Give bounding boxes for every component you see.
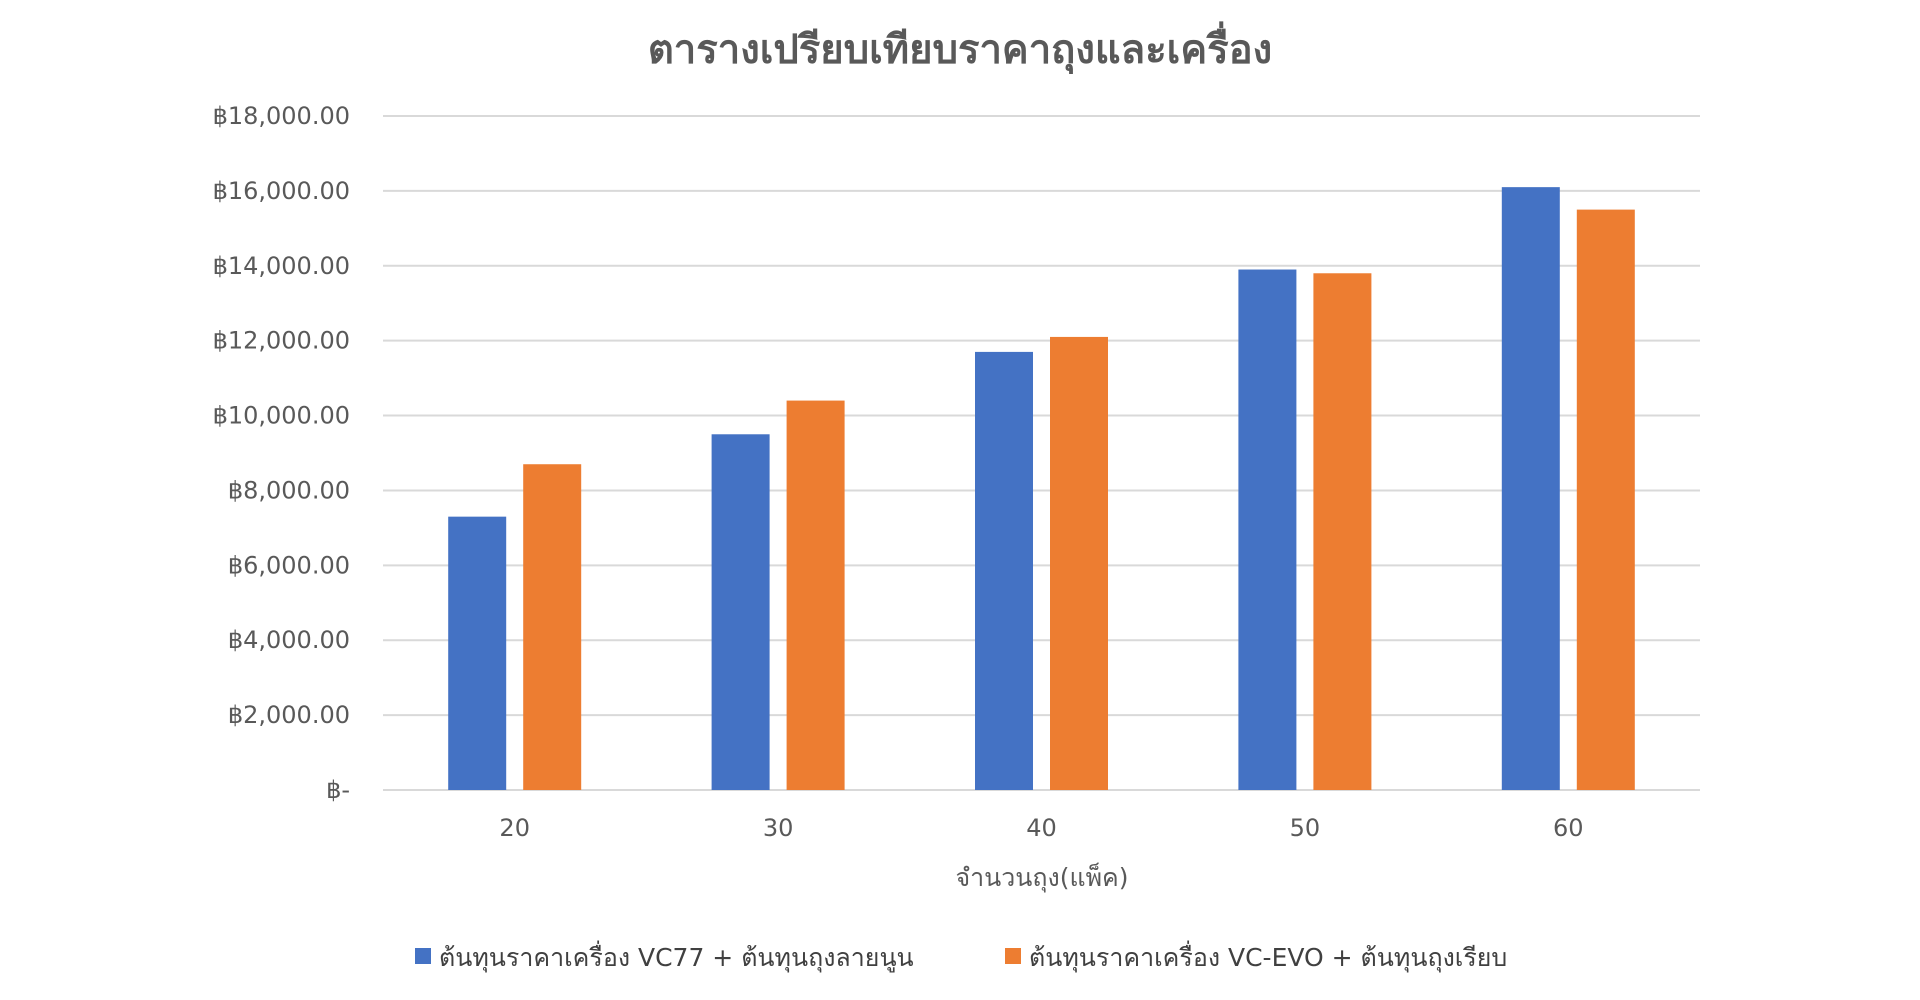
legend-swatch-1	[415, 948, 431, 964]
y-tick-label: ฿18,000.00	[213, 102, 350, 130]
y-tick-label: ฿10,000.00	[213, 402, 350, 430]
bar-series-2-60	[1576, 209, 1635, 791]
bar-series-1-30	[711, 434, 770, 790]
y-tick-label: ฿12,000.00	[213, 327, 350, 355]
legend-swatch-2	[1005, 948, 1021, 964]
bar-series-1-50	[1238, 269, 1297, 790]
bars	[448, 187, 1635, 791]
legend-label-2: ต้นทุนราคาเครื่อง VC-EVO + ต้นทุนถุงเรีย…	[1029, 940, 1507, 973]
bar-series-2-50	[1313, 273, 1372, 790]
x-axis-title: จำนวนถุง(แพ็ค)	[955, 862, 1128, 893]
y-tick-label: ฿2,000.00	[228, 701, 350, 729]
bar-series-2-40	[1050, 336, 1108, 790]
x-tick-label: 30	[763, 814, 794, 842]
bar-series-2-30	[786, 400, 845, 790]
y-tick-label: ฿16,000.00	[213, 177, 350, 205]
chart-title: ตารางเปรียบเทียบราคาถุงและเครื่อง	[648, 21, 1272, 75]
bar-series-2-20	[523, 464, 582, 790]
y-axis-tick-labels: ฿- ฿2,000.00 ฿4,000.00 ฿6,000.00 ฿8,000.00 ฿1…	[213, 102, 350, 804]
y-tick-label: ฿6,000.00	[228, 551, 350, 579]
bar-series-1-40	[975, 351, 1033, 790]
y-tick-label: ฿-	[326, 776, 350, 804]
x-tick-label: 40	[1026, 814, 1057, 842]
x-tick-label: 50	[1290, 814, 1321, 842]
bar-series-1-60	[1501, 187, 1560, 791]
x-tick-label: 20	[499, 814, 530, 842]
bar-series-1-20	[448, 516, 507, 790]
y-tick-label: ฿14,000.00	[213, 252, 350, 280]
legend: ต้นทุนราคาเครื่อง VC77 + ต้นทุนถุงลายนูน…	[415, 940, 1507, 973]
gridlines	[383, 115, 1700, 791]
y-tick-label: ฿4,000.00	[228, 626, 350, 654]
x-axis-tick-labels: 20 30 40 50 60	[499, 814, 1583, 842]
legend-label-1: ต้นทุนราคาเครื่อง VC77 + ต้นทุนถุงลายนูน	[439, 940, 914, 973]
x-tick-label: 60	[1553, 814, 1584, 842]
y-tick-label: ฿8,000.00	[228, 476, 350, 504]
